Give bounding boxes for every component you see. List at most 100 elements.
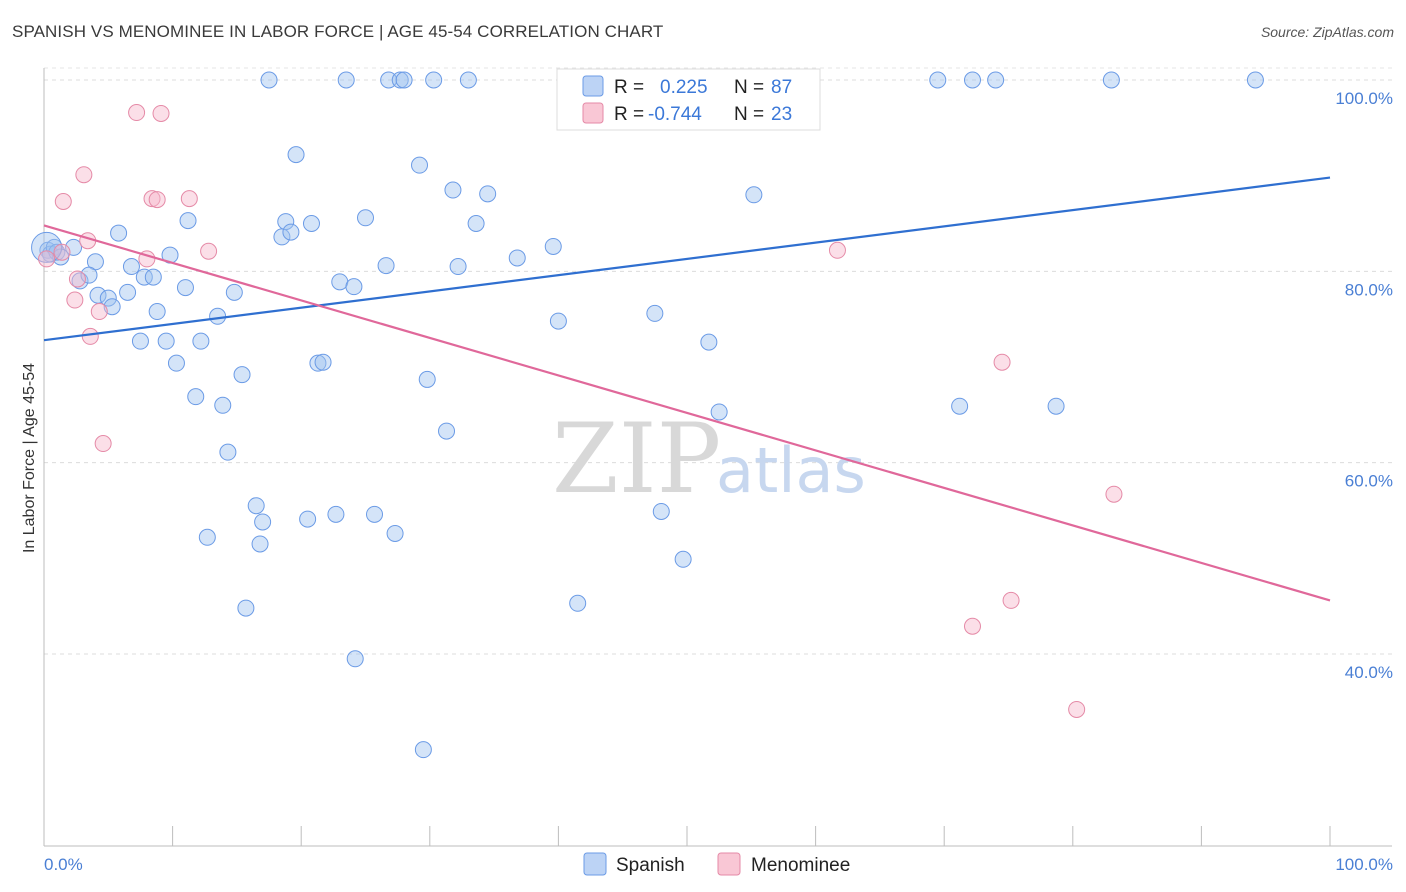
menominee-point	[143, 190, 161, 208]
y-tick-label: 100.0%	[1335, 89, 1393, 108]
spanish-point	[700, 333, 718, 351]
spanish-point	[144, 268, 162, 286]
menominee-point	[94, 435, 112, 453]
menominee-point	[128, 104, 146, 122]
menominee-point	[200, 242, 218, 260]
spanish-point	[549, 312, 567, 330]
spanish-point	[710, 403, 728, 421]
spanish-point	[309, 354, 327, 372]
x-tick-label-max: 100.0%	[1335, 855, 1393, 874]
bottom-legend-label-menominee: Menominee	[751, 855, 850, 876]
spanish-point	[391, 71, 409, 89]
x-tick-labels: 0.0% 100.0%	[44, 855, 1393, 874]
spanish-point	[418, 370, 436, 388]
menominee-point	[963, 617, 981, 635]
menominee-trend-line	[43, 224, 1331, 602]
spanish-point	[299, 510, 317, 528]
spanish-point	[414, 741, 432, 759]
watermark-zip: ZIP	[552, 403, 721, 515]
spanish-point	[131, 332, 149, 350]
y-axis-label: In Labor Force | Age 45-54	[21, 363, 38, 553]
spanish-point	[929, 71, 947, 89]
chart-title: SPANISH VS MENOMINEE IN LABOR FORCE | AG…	[12, 22, 664, 41]
legend-n-label-menominee: N =	[734, 104, 764, 125]
spanish-point	[444, 181, 462, 199]
watermark-atlas: atlas	[716, 434, 866, 507]
spanish-point	[176, 279, 194, 297]
spanish-point	[209, 307, 227, 325]
x-tick-label-min: 0.0%	[44, 855, 83, 874]
spanish-point	[467, 215, 485, 232]
legend-swatch-menominee	[582, 102, 604, 124]
y-tick-label: 80.0%	[1345, 280, 1393, 299]
spanish-point	[386, 524, 404, 542]
legend-n-value-menominee: 23	[771, 104, 792, 125]
spanish-point	[331, 273, 349, 291]
spanish-point	[260, 71, 278, 89]
menominee-point	[1002, 591, 1020, 609]
legend-swatch-spanish	[582, 75, 604, 97]
spanish-point	[646, 304, 664, 322]
menominee-point	[75, 166, 93, 184]
trend-lines	[43, 176, 1331, 602]
spanish-point	[569, 594, 587, 612]
legend: R = 0.225 N = 87 R = -0.744 N = 23	[556, 68, 821, 131]
menominee-point	[148, 191, 166, 209]
spanish-point	[357, 209, 374, 227]
watermark: ZIP atlas	[552, 403, 866, 515]
legend-n-value-spanish: 87	[771, 77, 792, 98]
menominee-point	[1068, 700, 1086, 718]
spanish-point	[198, 528, 216, 546]
axes	[43, 68, 1392, 847]
spanish-point	[219, 443, 237, 461]
y-tick-label: 60.0%	[1345, 472, 1393, 491]
spanish-point	[302, 215, 320, 232]
spanish-point	[366, 505, 384, 523]
spanish-point	[345, 278, 363, 296]
menominee-point	[152, 104, 170, 122]
spanish-point	[119, 283, 137, 301]
spanish-point	[247, 497, 265, 515]
menominee-point	[54, 192, 72, 210]
source-label: Source: ZipAtlas.com	[1260, 24, 1394, 40]
spanish-point	[479, 185, 497, 203]
spanish-point	[1102, 71, 1120, 89]
spanish-point	[745, 186, 763, 204]
spanish-point	[237, 599, 255, 617]
menominee-point	[993, 353, 1011, 371]
spanish-point	[508, 249, 526, 267]
menominee-point	[828, 241, 846, 259]
spanish-point	[251, 535, 269, 553]
spanish-point	[438, 422, 456, 440]
spanish-point	[110, 224, 128, 242]
bottom-legend-swatch-menominee	[717, 852, 741, 876]
spanish-point	[346, 650, 364, 668]
menominee-point	[68, 270, 86, 288]
spanish-point	[148, 303, 166, 321]
spanish-points	[31, 71, 1264, 759]
spanish-point	[157, 332, 175, 350]
menominee-point	[66, 291, 84, 309]
spanish-point	[254, 513, 272, 531]
y-tick-label: 40.0%	[1345, 663, 1393, 682]
spanish-point	[71, 272, 89, 290]
spanish-trend-line	[43, 176, 1331, 342]
spanish-point	[1047, 397, 1065, 415]
spanish-point	[652, 502, 670, 520]
spanish-point	[337, 71, 355, 89]
bottom-legend-label-spanish: Spanish	[616, 855, 685, 876]
menominee-point	[81, 327, 99, 345]
legend-r-value-spanish: 0.225	[660, 77, 708, 98]
spanish-point	[167, 354, 185, 372]
spanish-point	[987, 71, 1005, 89]
spanish-point	[314, 353, 332, 371]
spanish-point	[459, 71, 477, 89]
spanish-point	[277, 213, 295, 231]
grid-lines	[44, 67, 1392, 655]
spanish-point	[122, 258, 140, 276]
spanish-point	[544, 237, 562, 255]
menominee-point	[53, 243, 71, 261]
spanish-point	[103, 298, 121, 316]
menominee-point	[180, 190, 198, 208]
